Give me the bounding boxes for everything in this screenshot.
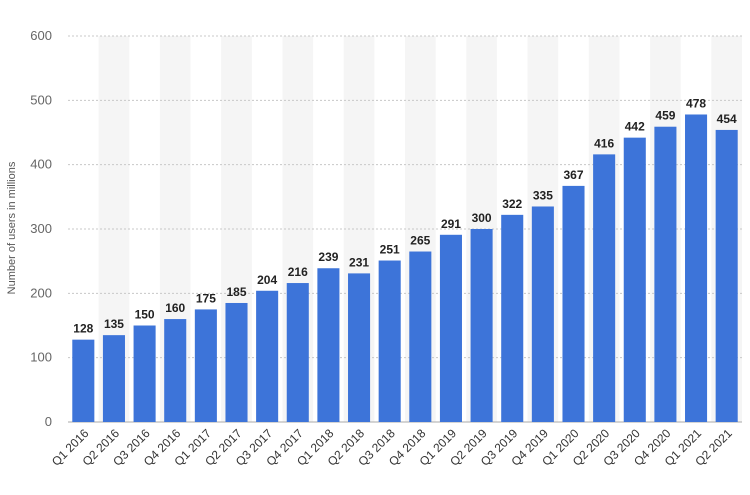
y-tick-label: 400	[30, 157, 52, 172]
data-label: 239	[318, 250, 338, 264]
data-label: 265	[410, 234, 430, 248]
bars	[72, 114, 738, 423]
bar	[501, 214, 524, 422]
data-label: 300	[472, 211, 492, 225]
bar	[409, 251, 432, 422]
y-tick-label: 500	[30, 92, 52, 107]
data-label: 204	[257, 273, 277, 287]
y-tick-label: 0	[45, 414, 52, 429]
bar	[348, 273, 371, 422]
data-label: 150	[135, 308, 155, 322]
bar	[715, 129, 738, 422]
data-label: 322	[502, 197, 522, 211]
data-label: 291	[441, 217, 461, 231]
data-label: 416	[594, 136, 614, 150]
bar	[194, 309, 217, 422]
data-label: 459	[655, 109, 675, 123]
bar	[317, 268, 340, 422]
bar	[102, 335, 125, 422]
y-axis-ticks: 0 100 200 300 400 500 600	[30, 28, 52, 429]
bar	[72, 339, 95, 422]
data-label: 367	[563, 168, 583, 182]
bar	[225, 302, 248, 422]
data-label: 185	[226, 285, 246, 299]
data-label: 160	[165, 301, 185, 315]
bar	[256, 290, 279, 422]
bar	[133, 325, 156, 422]
y-tick-label: 100	[30, 350, 52, 365]
y-tick-label: 600	[30, 28, 52, 43]
data-label: 335	[533, 188, 553, 202]
data-label: 442	[625, 120, 645, 134]
data-label: 128	[73, 322, 93, 336]
bar	[470, 229, 493, 422]
bar	[286, 283, 309, 422]
y-tick-label: 300	[30, 221, 52, 236]
y-tick-label: 200	[30, 285, 52, 300]
y-axis-title: Number of users in millions	[6, 161, 18, 294]
data-label: 454	[717, 112, 737, 126]
bar	[623, 137, 646, 422]
data-label: 231	[349, 255, 369, 269]
bar	[378, 260, 401, 422]
data-labels: 128 135 150 160 175 185 204 216 239 231 251 265 291 3…	[73, 96, 737, 335]
bar	[531, 206, 554, 422]
data-label: 135	[104, 317, 124, 331]
bar	[562, 185, 585, 422]
bar	[654, 126, 677, 423]
data-label: 478	[686, 96, 706, 110]
data-label: 175	[196, 291, 216, 305]
data-label: 216	[288, 265, 308, 279]
data-label: 251	[380, 243, 400, 257]
bar	[439, 234, 462, 422]
bar	[164, 319, 187, 422]
bar	[685, 114, 708, 422]
bar	[593, 154, 616, 422]
